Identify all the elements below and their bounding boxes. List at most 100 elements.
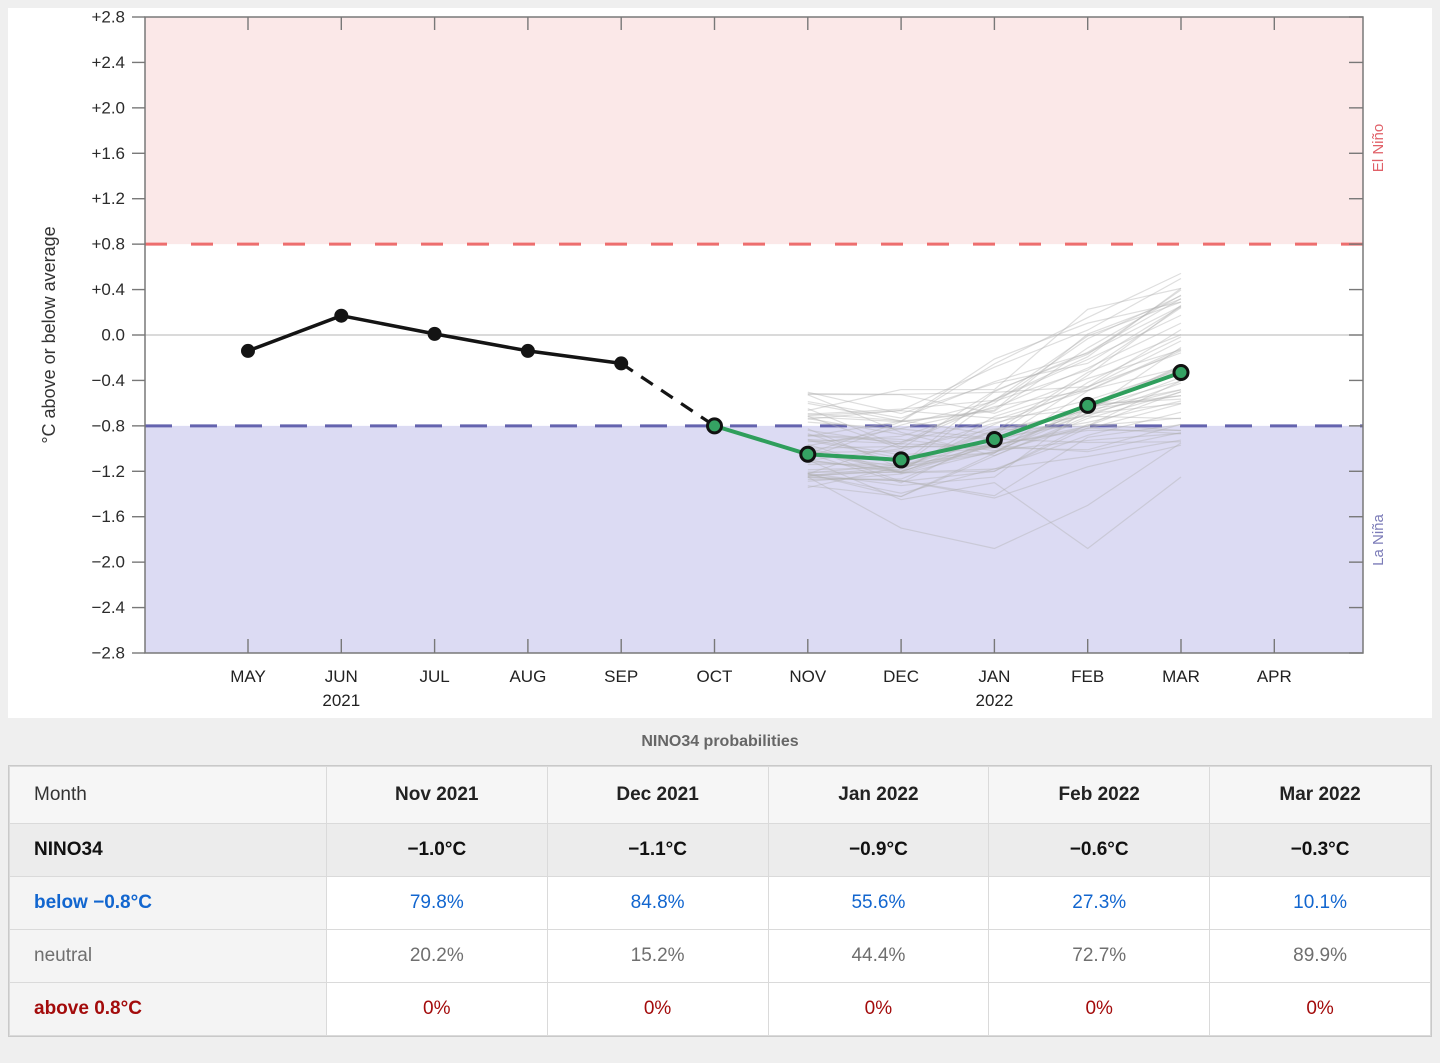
x-tick-label: OCT <box>697 667 733 686</box>
x-tick-label: JUL <box>419 667 449 686</box>
y-tick-label: +1.2 <box>91 189 125 208</box>
table-cell: 84.8% <box>546 876 769 930</box>
table-row-above: above 0.8°C 0% 0% 0% 0% 0% <box>9 982 1431 1036</box>
observed-point <box>334 308 349 323</box>
y-tick-label: +2.0 <box>91 98 125 117</box>
ensemble-member <box>807 380 1182 459</box>
y-tick-label: +2.8 <box>91 8 125 27</box>
ensemble-member <box>807 277 1182 420</box>
x-tick-label: FEB <box>1071 667 1104 686</box>
ensemble-member <box>807 369 1182 454</box>
probabilities-table-card: Month Nov 2021 Dec 2021 Jan 2022 Feb 2022 Mar… <box>8 765 1432 1037</box>
column-header: Jan 2022 <box>767 766 990 824</box>
ensemble-member <box>807 423 1182 456</box>
table-cell: −1.0°C <box>325 823 548 877</box>
table-cell: 0% <box>988 982 1211 1036</box>
elnino-shaded-region <box>145 17 1363 245</box>
ensemble-member <box>807 305 1182 419</box>
ensemble-member <box>807 411 1182 474</box>
table-title-band: NINO34 probabilities <box>0 718 1440 765</box>
ensemble-member <box>807 322 1182 447</box>
x-tick-label: APR <box>1257 667 1292 686</box>
nino34-plume-chart: +2.8 +2.4 +2.0 +1.6 +1.2 +0.8 +0.4 0.0 −0.4 −0.8 −… <box>8 8 1432 718</box>
ensemble-member <box>807 366 1182 471</box>
table-cell: 44.4% <box>767 929 990 983</box>
y-tick-label: +0.8 <box>91 235 125 254</box>
table-cell: 27.3% <box>988 876 1211 930</box>
y-axis-label: °C above or below average <box>39 226 59 443</box>
ensemble-member <box>807 298 1182 474</box>
forecast-point <box>799 445 817 463</box>
x-year-label: 2022 <box>975 691 1013 710</box>
table-cell: 89.9% <box>1209 929 1431 983</box>
table-header-row: Month Nov 2021 Dec 2021 Jan 2022 Feb 2022 Mar… <box>9 766 1431 824</box>
ensemble-member <box>807 272 1182 423</box>
observed-point <box>427 326 442 341</box>
table-cell: −0.9°C <box>767 823 990 877</box>
table-cell: 15.2% <box>546 929 769 983</box>
y-tick-label: −1.2 <box>91 462 125 481</box>
ensemble-member <box>807 329 1182 473</box>
ensemble-member <box>807 306 1182 415</box>
y-tick-label: −2.8 <box>91 644 125 663</box>
probabilities-table-header: Month Nov 2021 Dec 2021 Jan 2022 Feb 2022 Mar… <box>9 766 1431 824</box>
ensemble-member <box>807 432 1182 452</box>
table-cell: 20.2% <box>325 929 548 983</box>
ensemble-member <box>807 382 1182 450</box>
row-label: NINO34 <box>9 823 327 877</box>
table-cell: −1.1°C <box>546 823 769 877</box>
forecast-point <box>892 451 910 469</box>
x-year-label: 2021 <box>322 691 360 710</box>
table-cell: 0% <box>325 982 548 1036</box>
x-tick-label: SEP <box>604 667 638 686</box>
lanina-shaded-region <box>145 425 1363 653</box>
ensemble-member <box>807 289 1182 461</box>
y-tick-label: 0.0 <box>101 326 125 345</box>
ensemble-member <box>807 301 1182 422</box>
ensemble-member <box>807 389 1182 487</box>
y-tick-label: +1.6 <box>91 144 125 163</box>
table-cell: 55.6% <box>767 876 990 930</box>
table-row-nino34: NINO34 −1.0°C −1.1°C −0.9°C −0.6°C −0.3°C <box>9 823 1431 877</box>
y-tick-label: −0.4 <box>91 371 125 390</box>
x-tick-label: NOV <box>789 667 827 686</box>
column-header: Nov 2021 <box>325 766 548 824</box>
y-tick-label: −2.0 <box>91 553 125 572</box>
ensemble-member <box>807 424 1182 497</box>
x-tick-label: MAY <box>230 667 266 686</box>
table-cell: 0% <box>546 982 769 1036</box>
table-cell: −0.3°C <box>1209 823 1431 877</box>
ensemble-member <box>807 349 1182 415</box>
x-tick-label: MAR <box>1162 667 1200 686</box>
ensemble-member <box>807 287 1182 489</box>
forecast-point <box>985 430 1003 448</box>
column-header: Feb 2022 <box>988 766 1211 824</box>
table-title: NINO34 probabilities <box>641 732 799 750</box>
table-cell: 79.8% <box>325 876 548 930</box>
ensemble-member <box>807 314 1182 475</box>
table-cell: 10.1% <box>1209 876 1431 930</box>
ensemble-member <box>807 295 1182 445</box>
observed-points <box>241 308 629 371</box>
table-cell: 72.7% <box>988 929 1211 983</box>
observed-point <box>241 343 255 358</box>
x-tick-label: AUG <box>509 667 546 686</box>
forecast-points <box>706 363 1190 469</box>
ensemble-member <box>807 348 1182 443</box>
ensemble-member <box>807 298 1182 437</box>
row-label: neutral <box>9 929 327 983</box>
page: +2.8 +2.4 +2.0 +1.6 +1.2 +0.8 +0.4 0.0 −0.4 −0.8 −… <box>0 8 1440 1037</box>
ensemble-member <box>807 367 1182 443</box>
ensemble-member <box>807 380 1182 466</box>
ensemble-member <box>807 444 1182 499</box>
y-tick-label: +2.4 <box>91 53 125 72</box>
plume-svg: +2.8 +2.4 +2.0 +1.6 +1.2 +0.8 +0.4 0.0 −0.4 −0.8 −… <box>39 8 1387 710</box>
table-row-neutral: neutral 20.2% 15.2% 44.4% 72.7% 89.9% <box>9 929 1431 983</box>
observed-point <box>520 343 535 358</box>
row-label: above 0.8°C <box>9 982 327 1036</box>
y-axis: +2.8 +2.4 +2.0 +1.6 +1.2 +0.8 +0.4 0.0 −0.4 −0.8 −… <box>91 8 1363 663</box>
x-axis: MAY JUN JUL AUG SEP OCT NOV DEC JAN FEB MAR APR 2021… <box>230 17 1292 710</box>
ensemble-member <box>807 459 1182 550</box>
elnino-side-label: El Niño <box>1370 124 1387 172</box>
ensemble-member-lines <box>807 272 1182 550</box>
